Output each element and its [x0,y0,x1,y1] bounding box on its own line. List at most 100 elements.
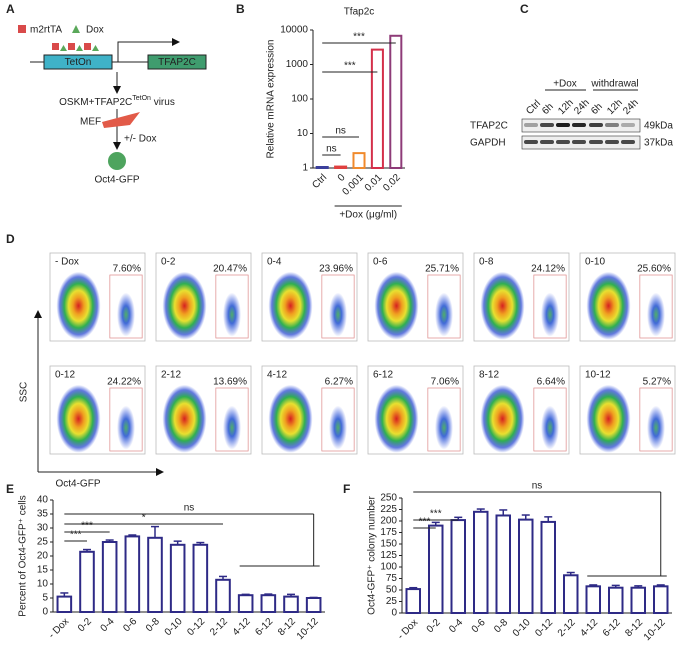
gate [533,274,567,339]
y-tick-label: 100 [291,94,308,105]
density [586,271,631,340]
error-bar [196,541,205,545]
error-bar [60,592,69,597]
density [223,405,241,450]
error-bar [566,571,575,576]
bar [192,543,209,613]
x-tick-label: 0.001 [341,172,367,198]
x-tick-label: 10-12 [642,617,668,643]
x-tick-label: 0-10 [511,617,533,639]
error-bar [499,509,508,516]
y-tick-label: 25 [37,537,49,548]
x-tick-label: 4-12 [231,616,253,638]
bar [315,166,329,169]
treatment-label: +/- Dox [124,134,157,145]
error-bar [476,508,485,512]
y-tick-label: 10 [37,579,49,590]
icon [84,43,91,50]
plot-percent: 24.22% [107,377,141,388]
density [374,271,419,340]
bar [608,586,624,615]
error-bar [219,575,227,580]
density [586,384,631,453]
x-tick-label: 0-8 [492,617,510,635]
y-axis-label: Percent of Oct4-GFP⁺ cells [18,495,29,616]
bar [101,541,118,613]
error-bar [634,585,643,588]
bar [237,594,254,614]
plot-percent: 25.60% [637,264,671,275]
density [480,384,525,453]
bar [56,595,73,613]
bar [563,574,579,615]
density [435,405,453,450]
density [329,292,347,337]
x-tick-label: 0-4 [99,616,117,634]
error-bar [544,516,553,522]
density [435,292,453,337]
gate [321,274,355,339]
icon [60,45,67,51]
density [268,271,313,340]
plot-label: 0-12 [55,370,75,381]
annotation: *** [70,530,82,541]
error-bar [521,514,530,520]
panel-a: A m2rtTA Dox TetOn TFAP2C OSKM+TFAP2CTet… [6,2,207,186]
axis-label: SSC [19,382,30,403]
panel-label: D [6,232,15,246]
y-tick-label: 40 [37,495,49,506]
plot-percent: 20.47% [213,264,247,275]
plot-label: 0-2 [161,257,176,268]
icon [76,45,83,51]
density [541,405,559,450]
legend-square [18,25,26,33]
gate [109,387,143,452]
band [589,140,603,144]
error-bar [309,596,318,599]
annotation: ns [532,481,543,492]
x-tick-label: 0-8 [144,616,162,634]
panel-label: E [6,482,14,496]
y-tick-label: 20 [37,551,49,562]
text: TetOn [132,95,151,102]
error-bar [151,525,159,538]
y-tick-label: 25 [386,596,398,607]
x-tick-label: 0 [336,172,348,184]
band [572,140,586,144]
box-label: TFAP2C [158,57,196,68]
box-label: TetOn [65,57,92,68]
annotation: *** [344,61,356,72]
bar [495,514,511,614]
legend-text: m2rtTA [30,25,62,36]
annotation: * [142,513,146,524]
density [480,271,525,340]
plot-label: 2-12 [161,370,181,381]
plot-label: 0-4 [267,257,282,268]
band [524,123,538,127]
density [117,292,135,337]
error-bar [264,593,273,596]
band [589,123,603,127]
lane-label: 6h [589,101,605,117]
error-bar [241,593,250,596]
annotation: *** [81,521,93,532]
size-label: 49kDa [644,121,673,132]
plot-percent: 5.27% [643,377,671,388]
y-tick-label: 10 [297,128,309,139]
plot-percent: 7.06% [431,377,459,388]
annotation: ns [335,126,346,137]
y-tick-label: 0 [42,607,48,618]
error-bar [589,584,598,587]
density [647,405,665,450]
lane-label: 24h [621,97,641,117]
bar [215,578,231,613]
bar [260,594,277,614]
error-bar [287,593,295,597]
error-bar [656,584,665,587]
y-tick-label: 100 [380,562,397,573]
x-tick-label: 2-12 [208,616,230,638]
bar [518,518,534,614]
promoter-arrow [117,38,180,62]
y-tick-label: 75 [386,573,398,584]
